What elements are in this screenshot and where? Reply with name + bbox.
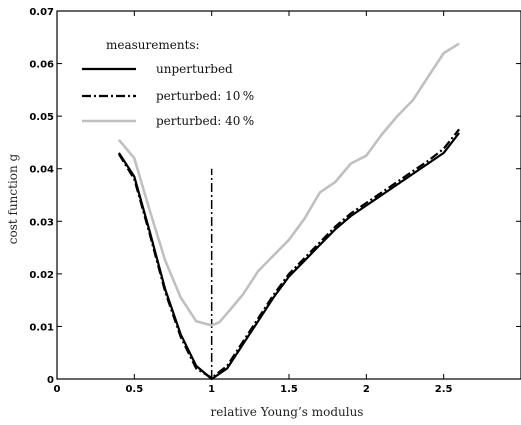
y-tick-label: 0.05 <box>29 112 54 123</box>
x-axis-label: relative Young’s modulus <box>211 405 364 419</box>
x-tick-label: 0.5 <box>125 384 143 395</box>
legend: measurements: unperturbed perturbed: 10 … <box>82 38 254 128</box>
y-tick-label: 0.06 <box>29 60 54 71</box>
series-perturbed-40-line <box>117 42 460 327</box>
legend-label-perturbed-40: perturbed: 40 % <box>156 114 254 128</box>
series-group <box>117 42 460 381</box>
x-tick-label: 1 <box>208 384 215 395</box>
y-tick-label: 0.04 <box>29 165 54 176</box>
x-tick-label: 1.5 <box>280 384 298 395</box>
plot-frame <box>56 10 521 380</box>
legend-label-perturbed-10: perturbed: 10 % <box>156 89 254 103</box>
y-axis-label: cost function g <box>6 153 20 244</box>
y-tick-label: 0.02 <box>29 270 54 281</box>
legend-label-unperturbed: unperturbed <box>156 62 233 76</box>
y-tick-label: 0.01 <box>29 322 54 333</box>
axes-frame-group: 0 0.5 1 1.5 2 2.5 0 0.01 0.02 0.03 0.04 0.05 0.06 0.0… <box>29 7 521 395</box>
series-perturbed-10-line <box>117 128 460 379</box>
x-tick-label: 2.5 <box>435 384 453 395</box>
y-tick-label: 0.07 <box>29 7 54 18</box>
x-tick-label: 2 <box>363 384 370 395</box>
y-tick-label: 0.03 <box>29 217 54 228</box>
legend-title: measurements: <box>106 38 200 52</box>
y-tick-label: 0 <box>47 375 54 386</box>
series-unperturbed-line <box>117 132 460 381</box>
x-tick-label: 0 <box>54 384 61 395</box>
